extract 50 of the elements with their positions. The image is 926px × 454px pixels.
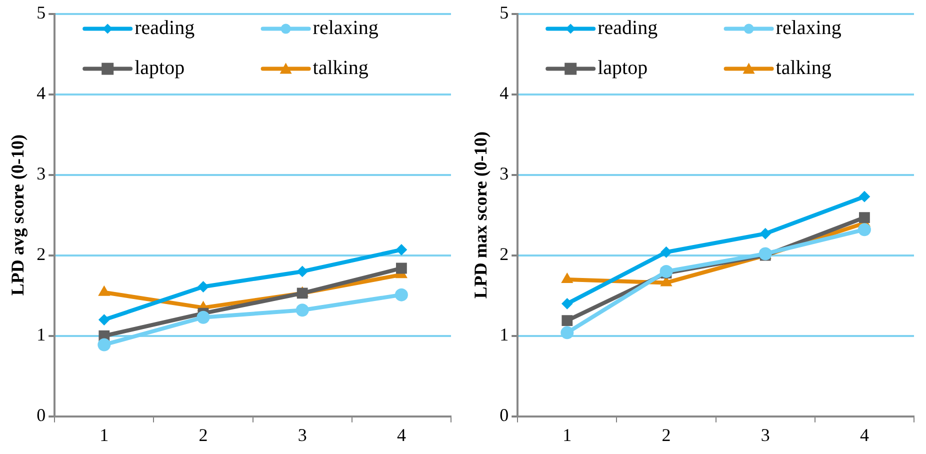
point: [760, 228, 771, 240]
legend-label: laptop: [134, 57, 185, 80]
legend-label: relaxing: [776, 17, 842, 40]
legend-label: reading: [598, 17, 658, 40]
point: [660, 264, 673, 278]
y-tick-label: 2: [36, 244, 46, 264]
point: [296, 266, 308, 277]
point: [396, 244, 407, 256]
y-axis-title: LPD max score (0-10): [470, 132, 490, 299]
y-tick-label: 5: [36, 2, 46, 23]
x-tick-label: 3: [298, 424, 307, 445]
y-tick-label: 4: [36, 83, 46, 104]
point: [296, 304, 309, 317]
point: [98, 286, 110, 296]
legend-label: relaxing: [312, 17, 378, 40]
point: [394, 288, 408, 302]
legend-label: talking: [776, 57, 832, 80]
y-axis-title: LPD avg score (0-10): [7, 134, 28, 296]
x-tick-label: 1: [562, 424, 572, 445]
y-tick-label: 1: [36, 324, 46, 345]
point: [196, 310, 210, 324]
legend-label: laptop: [598, 57, 648, 80]
y-tick-label: 2: [500, 244, 509, 264]
legend-label: reading: [134, 17, 195, 40]
x-tick-label: 2: [662, 424, 671, 445]
point: [98, 314, 110, 326]
y-tick-label: 3: [36, 164, 46, 184]
point: [858, 223, 871, 236]
point: [562, 315, 573, 326]
x-tick-label: 4: [396, 424, 406, 445]
point: [562, 298, 573, 310]
point: [858, 191, 870, 202]
y-tick-label: 4: [500, 83, 509, 104]
legend-label: talking: [312, 57, 368, 80]
y-tick-label: 5: [500, 2, 509, 23]
point: [561, 273, 573, 284]
x-tick-label: 4: [860, 424, 869, 445]
x-tick-label: 3: [760, 424, 770, 445]
point: [560, 326, 574, 340]
y-tick-label: 3: [500, 164, 509, 184]
y-tick-label: 0: [500, 405, 509, 426]
x-tick-label: 1: [100, 424, 109, 445]
x-tick-label: 2: [198, 424, 208, 445]
point: [98, 338, 111, 352]
point: [660, 246, 672, 258]
y-tick-label: 1: [500, 324, 509, 345]
point: [396, 262, 407, 274]
point: [198, 281, 209, 292]
point: [859, 212, 870, 223]
y-tick-label: 0: [36, 405, 46, 426]
